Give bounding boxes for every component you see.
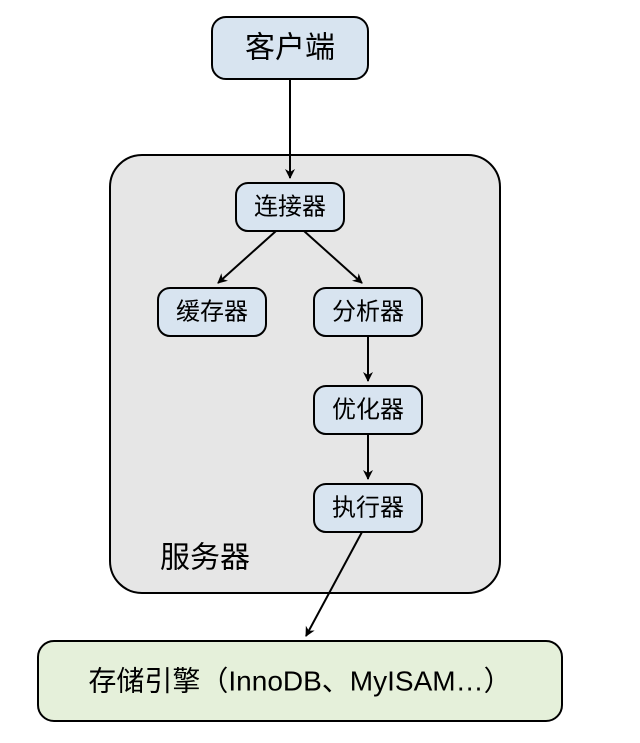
architecture-diagram: 服务器 客户端连接器缓存器 分析器优化器执行器存储引擎（InnoDB、MyISAM… — [0, 0, 640, 743]
node-optimizer-label: 优化器 — [332, 397, 404, 424]
node-executor: 执行器 — [314, 484, 422, 532]
node-cache-label: 缓存器 — [176, 299, 248, 326]
node-client: 客户端 — [212, 17, 368, 79]
server-container-label: 服务器 — [160, 542, 250, 575]
node-analyzer: 分析器 — [314, 288, 422, 336]
node-connector-label: 连接器 — [254, 194, 326, 221]
node-cache: 缓存器 — [158, 288, 266, 336]
node-storage: 存储引擎（InnoDB、MyISAM…） — [38, 641, 562, 721]
node-optimizer: 优化器 — [314, 386, 422, 434]
node-storage-label: 存储引擎（InnoDB、MyISAM…） — [88, 666, 511, 697]
node-analyzer-label: 分析器 — [332, 299, 404, 326]
node-executor-label: 执行器 — [332, 495, 404, 522]
node-client-label: 客户端 — [245, 32, 335, 65]
node-connector: 连接器 — [236, 183, 344, 231]
